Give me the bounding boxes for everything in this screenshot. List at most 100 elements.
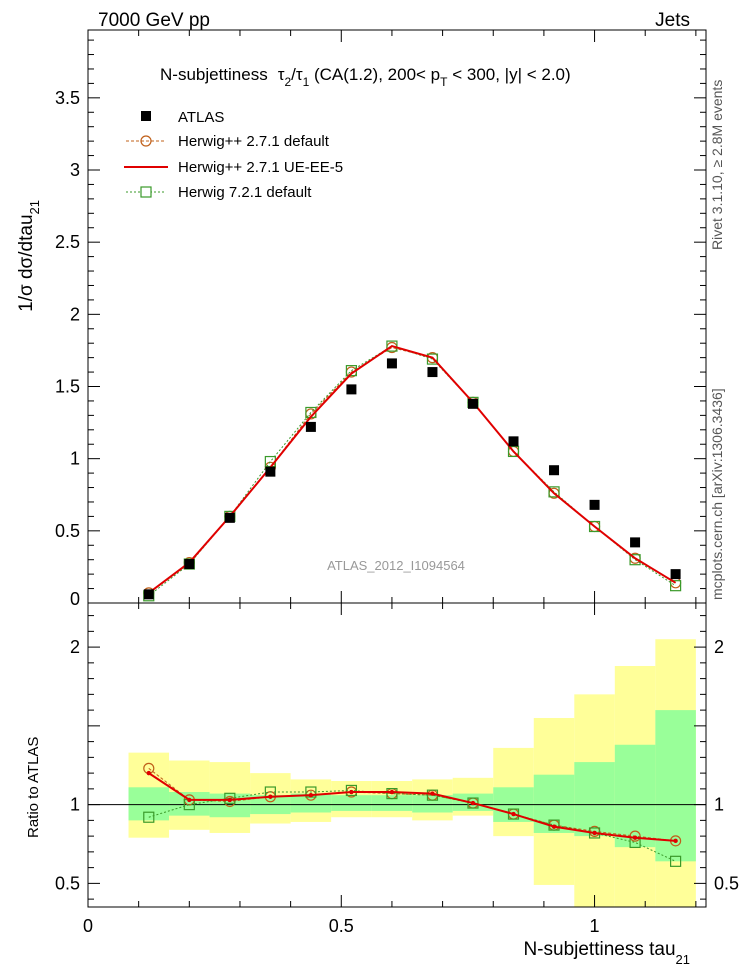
title-subT: T xyxy=(440,75,448,89)
ratio-band-stat-13 xyxy=(655,710,696,862)
main-point-atlas-10 xyxy=(549,465,560,476)
ratio-point-herwig-2-7-1-ue-ee-5-6 xyxy=(389,789,395,795)
ratio-band-stat-11 xyxy=(574,762,615,837)
main-line-herwig-2-7-1-default xyxy=(148,346,676,594)
ratio-point-herwig-7-2-1-default-8 xyxy=(467,797,479,809)
main-point-atlas-1 xyxy=(184,559,195,570)
legend-label-herwig7: Herwig 7.2.1 default xyxy=(178,184,312,201)
legend-marker-herwigpp-default xyxy=(140,135,152,147)
ratio-point-herwig-7-2-1-default-13 xyxy=(670,855,682,867)
ratio-point-herwig-2-7-1-ue-ee-5-2 xyxy=(227,797,233,803)
legend-label-herwigpp-ueee5: Herwig++ 2.7.1 UE-EE-5 xyxy=(178,159,343,176)
svg-text:1/σ dσ/dtau21: 1/σ dσ/dtau21 xyxy=(16,200,42,312)
ratio-band-stat-6 xyxy=(371,795,413,811)
main-point-atlas-9 xyxy=(508,436,519,447)
ratio-bands xyxy=(88,639,706,907)
main-point-atlas-2 xyxy=(224,512,235,523)
ratio-band-stat-2 xyxy=(209,793,251,818)
ratio-ytick-label-left: 1 xyxy=(70,795,80,815)
main-point-atlas-8 xyxy=(467,398,478,409)
ratio-ytick-label-left: 2 xyxy=(70,637,80,657)
title-mid: (CA(1.2), 200< p xyxy=(309,65,440,84)
chart-title: N-subjettiness τ2/τ1 (CA(1.2), 200< pT < … xyxy=(160,65,571,89)
ratio-ytick-label-right: 1 xyxy=(714,795,724,815)
ratio-point-herwig-7-2-1-default-2 xyxy=(224,792,236,804)
title-sub1: 1 xyxy=(303,75,310,89)
title-slash: /τ xyxy=(291,65,303,84)
main-point-atlas-4 xyxy=(305,421,316,432)
ratio-point-herwig-2-7-1-ue-ee-5-9 xyxy=(511,811,516,817)
ratio-point-herwig-7-2-1-default-0 xyxy=(143,811,155,823)
ratio-xtick-label: 0 xyxy=(83,916,93,936)
ratio-point-herwig-2-7-1-ue-ee-5-4 xyxy=(308,792,314,798)
main-line-herwig-2-7-1-ue-ee-5 xyxy=(148,344,677,594)
main-ytick-label: 3 xyxy=(70,160,80,180)
main-ytick-label: 2 xyxy=(70,304,80,324)
ratio-band-stat-7 xyxy=(412,795,453,813)
main-ytick-label: 1 xyxy=(70,449,80,469)
main-point-atlas-13 xyxy=(670,569,681,580)
legend: ATLAS Herwig++ 2.7.1 default Herwig++ 2.… xyxy=(124,109,343,201)
main-ylabel-sub: 21 xyxy=(27,200,42,214)
main-point-atlas-6 xyxy=(386,358,397,369)
main-point-herwig-7-2-1-default-7 xyxy=(426,353,439,365)
main-point-herwig-7-2-1-default-13 xyxy=(670,580,682,592)
title-sub2: 2 xyxy=(284,75,291,89)
legend-label-herwigpp-default: Herwig++ 2.7.1 default xyxy=(178,133,330,150)
ratio-point-herwig-2-7-1-ue-ee-5-10 xyxy=(551,824,557,829)
ratio-ylabel: Ratio to ATLAS xyxy=(25,737,42,838)
ratio-plot-area xyxy=(143,762,682,867)
main-point-atlas-12 xyxy=(630,537,641,548)
main-point-herwig-7-2-1-default-9 xyxy=(507,445,520,458)
x-axis-label: N-subjettiness tau21 xyxy=(523,939,690,967)
main-panel: 0.511.522.533.50 1/σ dσ/dtau21 N-subjett… xyxy=(16,29,707,609)
ratio-point-herwig-2-7-1-ue-ee-5-8 xyxy=(470,800,476,806)
ratio-point-herwig-2-7-1-ue-ee-5-12 xyxy=(632,835,638,840)
ratio-band-stat-12 xyxy=(614,744,656,848)
ratio-frame xyxy=(87,602,707,908)
ratio-point-herwig-7-2-1-default-9 xyxy=(507,808,520,820)
ratio-point-herwig-7-2-1-default-5 xyxy=(345,784,358,797)
main-point-atlas-0 xyxy=(143,589,154,600)
ratio-ytick-label-left: 0.5 xyxy=(55,873,80,893)
main-point-herwig-7-2-1-default-12 xyxy=(629,554,641,566)
title-tau: τ xyxy=(278,65,285,84)
ratio-point-herwig-2-7-1-ue-ee-5-13 xyxy=(673,838,678,844)
main-ytick-label: 3.5 xyxy=(55,88,80,108)
main-point-herwig-7-2-1-default-11 xyxy=(588,520,601,533)
ratio-point-herwig-2-7-1-ue-ee-5-5 xyxy=(349,789,354,795)
ratio-panel: 0.5 0.5 1 1 2 2 0 0.5 1 Ratio to ATLAS N-subjett… xyxy=(25,602,739,967)
ratio-point-herwig-2-7-1-ue-ee-5-11 xyxy=(592,830,597,836)
header-right: Jets xyxy=(655,10,690,31)
legend-marker-herwig7 xyxy=(140,186,152,198)
ratio-axes: 0.5 0.5 1 1 2 2 0 0.5 1 xyxy=(55,603,739,936)
main-point-herwig-7-2-1-default-10 xyxy=(548,486,560,498)
main-point-atlas-7 xyxy=(427,367,438,378)
ratio-band-stat-10 xyxy=(533,774,575,833)
legend-label-atlas: ATLAS xyxy=(178,109,224,126)
ratio-xtick-label: 0.5 xyxy=(329,916,354,936)
legend-marker-atlas xyxy=(141,111,151,121)
main-point-atlas-3 xyxy=(265,466,276,477)
title-tail: < 300, |y| < 2.0) xyxy=(447,65,570,84)
x-axis-label-text: N-subjettiness tau xyxy=(523,939,675,960)
x-axis-label-sub: 21 xyxy=(676,952,690,967)
ratio-band-stat-0 xyxy=(128,787,170,821)
analysis-watermark: ATLAS_2012_I1094564 xyxy=(327,558,465,573)
ratio-ytick-label-right: 2 xyxy=(714,637,724,657)
main-point-atlas-11 xyxy=(589,499,600,510)
main-ylabel: 1/σ dσ/dtau21 xyxy=(16,200,42,312)
ratio-point-herwig-2-7-1-ue-ee-5-0 xyxy=(146,770,151,776)
main-axes: 0.5 1 1.5 2 2.5 3 3.5 0 xyxy=(55,30,706,609)
main-point-atlas-5 xyxy=(346,384,357,395)
main-ytick-label: 1.5 xyxy=(55,377,80,397)
main-ylabel-text: 1/σ dσ/dtau xyxy=(16,214,37,311)
rivet-label: Rivet 3.1.10, ≥ 2.8M events xyxy=(709,80,725,250)
main-ytick-label: 2.5 xyxy=(55,232,80,252)
main-ytick-label: 0.5 xyxy=(55,521,80,541)
ratio-point-herwig-7-2-1-default-6 xyxy=(386,787,398,800)
ratio-band-stat-4 xyxy=(290,793,332,813)
ratio-xtick-label: 1 xyxy=(590,916,600,936)
title-lead: N-subjettiness xyxy=(160,65,268,84)
